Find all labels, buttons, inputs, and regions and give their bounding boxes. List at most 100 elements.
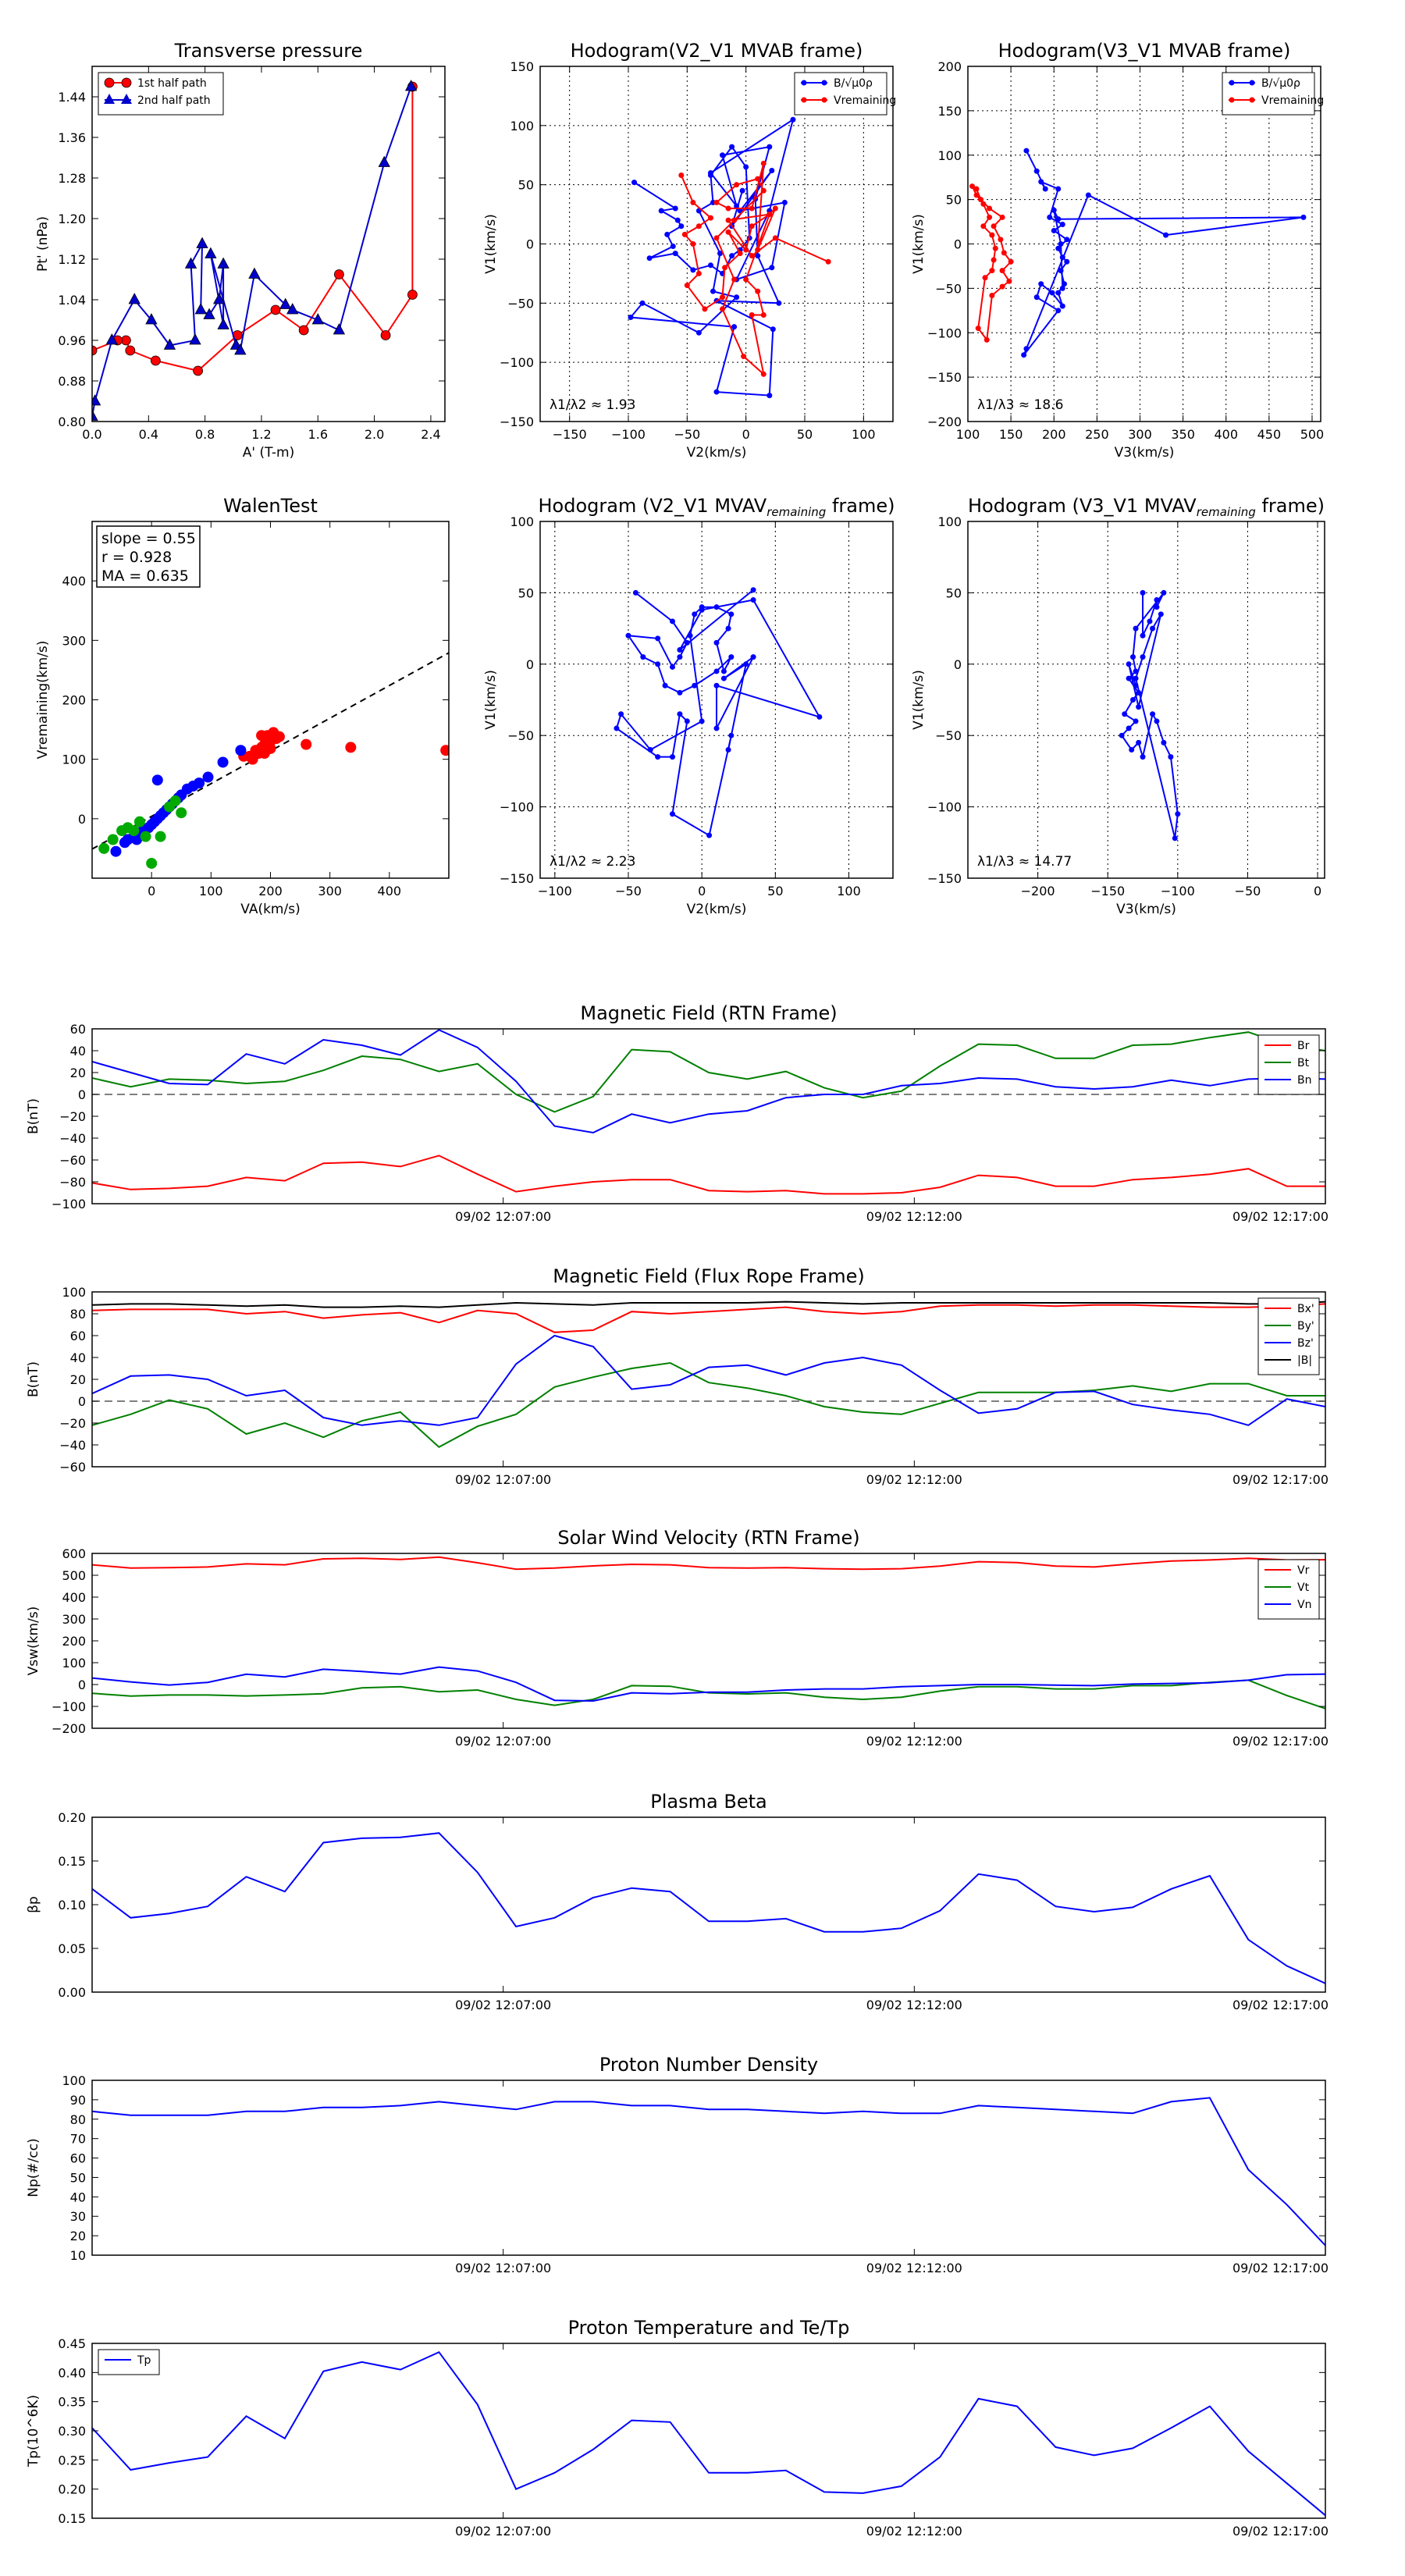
series-line <box>92 87 414 372</box>
y-axis-label: V1(km/s) <box>483 214 499 274</box>
data-point <box>731 217 738 223</box>
data-point <box>755 176 761 182</box>
data-point <box>107 834 119 845</box>
data-point <box>987 205 993 212</box>
chart-title: Hodogram (V3_V1 MVAVremaining frame) <box>968 495 1325 519</box>
data-point <box>1055 290 1062 296</box>
data-point <box>250 745 261 756</box>
data-point <box>734 182 740 188</box>
legend-label: Vn <box>1297 1599 1311 1611</box>
data-point <box>1061 281 1067 287</box>
data-point <box>707 170 713 176</box>
data-point <box>999 214 1005 220</box>
x-tick-label: 0.0 <box>82 427 101 442</box>
data-point <box>311 313 324 325</box>
data-point <box>110 845 122 857</box>
y-tick-label: 10 <box>70 2248 86 2263</box>
chart-h4: −200 −150 −100 −50 0 −150 −100 −50 0 50 100 Hodogra… <box>911 495 1325 917</box>
data-point <box>722 265 728 271</box>
y-tick-label: −200 <box>927 415 962 429</box>
legend-label: Vt <box>1297 1582 1310 1594</box>
data-point <box>125 345 136 356</box>
y-tick-label: 200 <box>62 1634 86 1649</box>
y-tick-label: 60 <box>70 1329 86 1343</box>
plot-area <box>92 1029 1325 1195</box>
x-tick-label: −200 <box>1021 884 1055 898</box>
legend-box <box>1257 1297 1320 1375</box>
y-tick-label: 100 <box>937 148 962 163</box>
series-line <box>92 2350 1325 2517</box>
legend-label: Bz' <box>1297 1337 1314 1350</box>
series-tp <box>92 2350 1325 2517</box>
y-tick-label: 40 <box>70 1350 86 1365</box>
x-tick-label: 09/02 12:17:00 <box>1232 1998 1329 2012</box>
legend-marker <box>821 97 827 103</box>
data-point <box>681 231 688 237</box>
y-axis-label: V1(km/s) <box>483 670 499 730</box>
data-point <box>662 682 668 688</box>
data-point <box>728 611 735 617</box>
series-line <box>92 1361 1325 1449</box>
data-point <box>1172 835 1178 841</box>
legend-label: Bx' <box>1297 1303 1314 1315</box>
data-point <box>614 725 620 731</box>
data-point <box>1133 682 1139 688</box>
chart-title: Hodogram(V3_V1 MVAB frame) <box>998 40 1291 62</box>
y-tick-label: 50 <box>946 585 962 600</box>
y-tick-label: 100 <box>510 514 534 529</box>
data-point <box>128 825 140 837</box>
x-tick-label: 100 <box>956 427 980 442</box>
plot-area <box>92 1832 1325 1984</box>
data-point <box>743 661 749 667</box>
data-point <box>720 294 726 301</box>
series-line <box>92 1832 1325 1984</box>
data-point <box>1059 254 1065 261</box>
data-point <box>1059 221 1065 227</box>
data-point <box>1140 632 1146 639</box>
data-point <box>695 329 702 336</box>
data-point <box>741 354 747 360</box>
y-axis-label: Tp(10^6K) <box>26 2395 41 2467</box>
series-line <box>92 1300 1325 1308</box>
data-point <box>769 265 775 271</box>
x-tick-label: 200 <box>258 884 283 898</box>
data-point <box>163 338 176 350</box>
y-tick-label: 50 <box>518 178 534 193</box>
data-point <box>684 718 690 724</box>
data-point <box>767 393 773 399</box>
legend-label: Tp <box>137 2354 151 2367</box>
y-axis-label: Vremaining(km/s) <box>35 641 51 760</box>
y-tick-label: 100 <box>62 2073 86 2088</box>
data-point <box>128 293 140 304</box>
data-point <box>1049 290 1055 296</box>
y-tick-label: 400 <box>62 574 86 589</box>
chart-mag_fr: 09/02 12:07:00 09/02 12:12:00 09/02 12:17:… <box>26 1265 1329 1487</box>
data-point <box>731 324 738 330</box>
x-tick-label: 09/02 12:12:00 <box>866 2261 962 2275</box>
data-point <box>655 754 661 760</box>
series-vr <box>92 1556 1325 1571</box>
y-tick-label: 0 <box>954 657 962 672</box>
data-point <box>196 237 208 248</box>
data-point <box>1058 268 1064 274</box>
y-tick-label: 0.15 <box>58 1854 86 1869</box>
data-point <box>151 774 163 786</box>
data-point <box>1001 250 1007 256</box>
data-point <box>999 283 1005 290</box>
plot-area <box>92 2097 1325 2247</box>
data-point <box>1038 281 1044 287</box>
data-point <box>301 738 312 750</box>
data-point <box>749 205 755 212</box>
chart-title: Proton Number Density <box>599 2054 818 2076</box>
annotation-text: λ1/λ3 ≈ 14.77 <box>977 854 1072 870</box>
y-tick-label: 60 <box>70 2151 86 2166</box>
chart-title: Magnetic Field (Flux Rope Frame) <box>553 1265 864 1287</box>
series-line <box>92 86 412 417</box>
data-point <box>1021 352 1027 358</box>
data-point <box>755 253 761 259</box>
data-point <box>750 654 756 660</box>
data-point <box>1129 746 1135 753</box>
data-point <box>690 199 696 205</box>
x-tick-label: 0 <box>698 884 706 898</box>
data-point <box>749 312 755 318</box>
